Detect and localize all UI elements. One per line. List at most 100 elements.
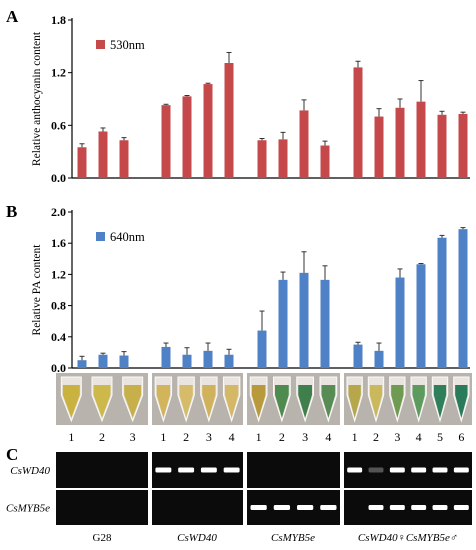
tube-number: 3 [394, 430, 400, 444]
bar [98, 131, 108, 178]
bar [395, 107, 405, 178]
tube-number: 2 [279, 430, 285, 444]
tube-liquid [179, 385, 193, 418]
bar [374, 350, 384, 368]
tube-liquid [124, 385, 142, 418]
gel-band [432, 467, 448, 473]
tube-liquid [62, 385, 80, 418]
bar [224, 354, 234, 368]
y-tick-label: 2.0 [51, 205, 66, 219]
bar [320, 279, 330, 368]
tube-liquid [156, 385, 171, 418]
tube-liquid [321, 385, 336, 418]
tube-liquid [251, 385, 266, 418]
bar [182, 354, 192, 368]
gel-band [389, 467, 405, 473]
bar [203, 84, 213, 178]
tube-number: 4 [416, 430, 422, 444]
y-tick-label: 0.4 [51, 330, 66, 344]
gel-band [411, 467, 427, 473]
gel-band [250, 505, 267, 510]
group-label: G28 [93, 532, 112, 544]
gel-band [411, 505, 427, 510]
bar [257, 140, 267, 178]
panel-letter-c: C [6, 445, 18, 464]
legend-label: 530nm [110, 38, 145, 52]
gel-band [178, 467, 195, 473]
y-tick-label: 1.2 [51, 267, 66, 281]
tube-number: 6 [458, 430, 464, 444]
panel-letter-b: B [6, 202, 17, 221]
bar [458, 113, 468, 178]
bar [182, 96, 192, 178]
y-axis-label: Relative PA content [31, 244, 43, 336]
gel-band [155, 467, 172, 473]
bar [299, 272, 309, 368]
tube-liquid [412, 385, 425, 418]
tube-number: 1 [160, 430, 166, 444]
gel-row-label: CsMYB5e [6, 503, 50, 515]
gel-band [273, 505, 291, 510]
gel-lane-panel [344, 490, 472, 525]
tube-number: 2 [99, 430, 105, 444]
bar [416, 101, 426, 178]
bar [119, 355, 129, 368]
tube-liquid [391, 385, 404, 418]
bar [257, 330, 267, 368]
bar [161, 346, 171, 368]
tube-number: 4 [229, 430, 235, 444]
tube-liquid [433, 385, 447, 418]
tube-photos: 1 2 3 1 2 3 4 1 2 3 4 1 2 3 4 5 6 [56, 373, 472, 444]
gel-band [368, 505, 384, 510]
bar [320, 145, 330, 178]
gel-lane-panel [56, 490, 148, 525]
panel-letter-a: A [6, 7, 19, 26]
y-tick-label: 1.2 [51, 66, 66, 80]
legend-label: 640nm [110, 230, 145, 244]
bar [353, 344, 363, 368]
y-axis-label: Relative anthocyanin content [31, 31, 43, 166]
tube-liquid [455, 385, 468, 418]
bar [353, 67, 363, 178]
gel-band [389, 505, 405, 510]
legend-swatch [96, 232, 105, 241]
chart-a: 0.0 0.6 1.2 1.8 Relative anthocyanin content… [31, 13, 470, 185]
y-tick-label: 0.0 [51, 171, 66, 185]
gel-row-label: CsWD40 [10, 465, 50, 477]
y-tick-label: 0.6 [51, 118, 66, 132]
tube-number: 1 [352, 430, 358, 444]
tube-number: 2 [183, 430, 189, 444]
bar [437, 237, 447, 368]
bar [458, 229, 468, 368]
bar [395, 277, 405, 368]
bar [203, 350, 213, 368]
bar [77, 360, 87, 368]
tube-number: 3 [302, 430, 308, 444]
bar [77, 147, 87, 178]
y-tick-label: 1.6 [51, 236, 66, 250]
gel-band [200, 467, 217, 473]
tube-liquid [202, 385, 216, 418]
tube-number: 3 [130, 430, 136, 444]
tube-number: 2 [373, 430, 379, 444]
group-label: CsWD40 [177, 532, 217, 544]
bar [416, 264, 426, 368]
tube-liquid [348, 385, 361, 418]
tube-number: 1 [68, 430, 74, 444]
tube-liquid [93, 385, 111, 418]
group-label: CsMYB5e [271, 532, 315, 544]
gel-lane-panel [247, 452, 340, 488]
tube-photo-panel [344, 373, 472, 425]
bar [437, 114, 447, 178]
tube-number: 1 [256, 430, 262, 444]
tube-number: 3 [206, 430, 212, 444]
gel-lane-panel [152, 490, 243, 525]
y-tick-label: 0.0 [51, 361, 66, 375]
bar [299, 110, 309, 178]
gel-band [453, 467, 469, 473]
tube-liquid [275, 385, 289, 418]
tube-liquid [224, 385, 239, 418]
tube-liquid [369, 385, 383, 418]
gel-band [223, 467, 240, 473]
